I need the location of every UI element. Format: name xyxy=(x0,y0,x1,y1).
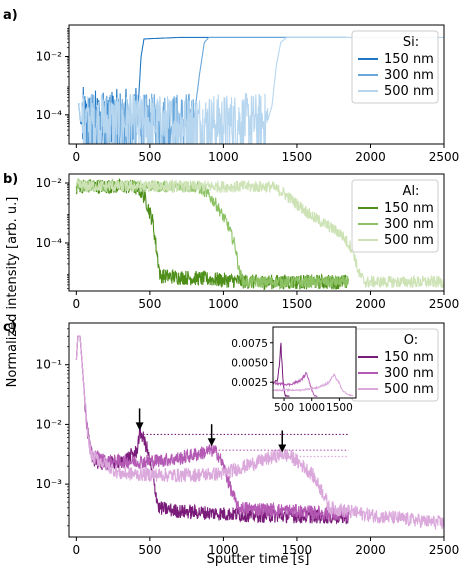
y-tick-label: 10⁻² xyxy=(36,417,63,431)
peak-arrow-3 xyxy=(278,430,287,453)
series-line-3 xyxy=(75,178,444,289)
peak-arrow-2 xyxy=(207,424,216,447)
x-tick-label: 1500 xyxy=(282,297,313,311)
x-tick-label: 2500 xyxy=(429,150,460,164)
inset-series-line-2 xyxy=(273,372,318,398)
panel-c: c) 0 500 1000 1500 2000 250010⁻³10⁻²10⁻¹O:150… xyxy=(3,320,459,557)
series-line-1 xyxy=(75,177,349,291)
x-tick-label: 0 xyxy=(73,297,81,311)
series-line-2 xyxy=(75,335,349,523)
x-tick-label: 0 xyxy=(73,150,81,164)
inset-background xyxy=(273,327,356,398)
legend-entry: 300 nm xyxy=(384,366,434,381)
x-tick-label: 1000 xyxy=(208,297,239,311)
y-tick-label: 10⁻³ xyxy=(36,477,63,491)
inset-series-line-3 xyxy=(273,373,354,397)
inset-y-tick-label: 0.0050 xyxy=(231,358,268,370)
inset-chart: 500 1000 1500 0.0025 0.0050 0.0075 xyxy=(231,326,357,414)
x-tick-label: 2000 xyxy=(355,297,386,311)
axes-frame xyxy=(68,173,445,292)
x-tick-label: 1500 xyxy=(282,150,313,164)
x-axis-label: Sputter time [s] xyxy=(207,552,310,567)
y-tick-label: 10⁻⁴ xyxy=(36,236,63,250)
legend-entry: 150 nm xyxy=(384,350,434,365)
x-tick-label: 2000 xyxy=(355,543,386,557)
panel-label-a: a) xyxy=(3,8,18,23)
x-tick-label: 2000 xyxy=(355,150,386,164)
y-tick-label: 10⁻² xyxy=(36,176,63,190)
y-tick-label: 10⁻¹ xyxy=(36,358,63,372)
legend-entry: 150 nm xyxy=(384,52,434,67)
inset-x-tick-label: 500 xyxy=(274,402,294,414)
panel-b: b) 0 500 1000 1500 2000 2500 10⁻⁴ 10⁻² Al: 150 nm… xyxy=(3,172,459,311)
legend-entry: 300 nm xyxy=(384,217,434,232)
x-tick-label: 1000 xyxy=(208,150,239,164)
x-tick-label: 2500 xyxy=(429,543,460,557)
panel-label-b: b) xyxy=(3,172,18,187)
inset-x-tick-label: 1500 xyxy=(326,402,353,414)
legend-entry: 300 nm xyxy=(384,68,434,83)
legend-entry: 500 nm xyxy=(384,382,434,397)
y-tick-label: 10⁻⁴ xyxy=(36,108,63,122)
x-tick-label: 500 xyxy=(138,543,161,557)
series-line-2 xyxy=(75,178,349,290)
legend-title: Al: xyxy=(403,184,420,199)
axes-frame xyxy=(68,24,445,145)
legend-title: O: xyxy=(404,333,418,348)
panel-label-c: c) xyxy=(3,320,17,335)
inset-x-tick-label: 1000 xyxy=(298,402,325,414)
panel-a: a) 0 500 1000 1500 2000 2500 10⁻⁴ 10⁻² Si: 150 nm… xyxy=(3,8,459,164)
y-axis-label: Normalized intensity [arb. u.] xyxy=(5,197,20,388)
legend-box xyxy=(351,179,439,253)
legend-entry: 500 nm xyxy=(384,233,434,248)
legend-title: Si: xyxy=(403,35,419,50)
peak-arrow-1 xyxy=(135,408,144,431)
x-tick-label: 500 xyxy=(138,150,161,164)
inset-y-tick-label: 0.0075 xyxy=(231,338,268,350)
x-tick-label: 1500 xyxy=(282,543,313,557)
series-line-3 xyxy=(75,335,444,530)
x-tick-label: 500 xyxy=(138,297,161,311)
inset-series-line-1 xyxy=(273,342,290,398)
legend-entry: 500 nm xyxy=(384,84,434,99)
y-tick-label: 10⁻² xyxy=(36,49,63,63)
legend-entry: 150 nm xyxy=(384,201,434,216)
legend-box xyxy=(351,30,439,104)
x-tick-label: 1000 xyxy=(208,543,239,557)
x-tick-label: 0 xyxy=(73,543,81,557)
x-tick-label: 2500 xyxy=(429,297,460,311)
inset-y-tick-label: 0.0025 xyxy=(231,377,268,389)
